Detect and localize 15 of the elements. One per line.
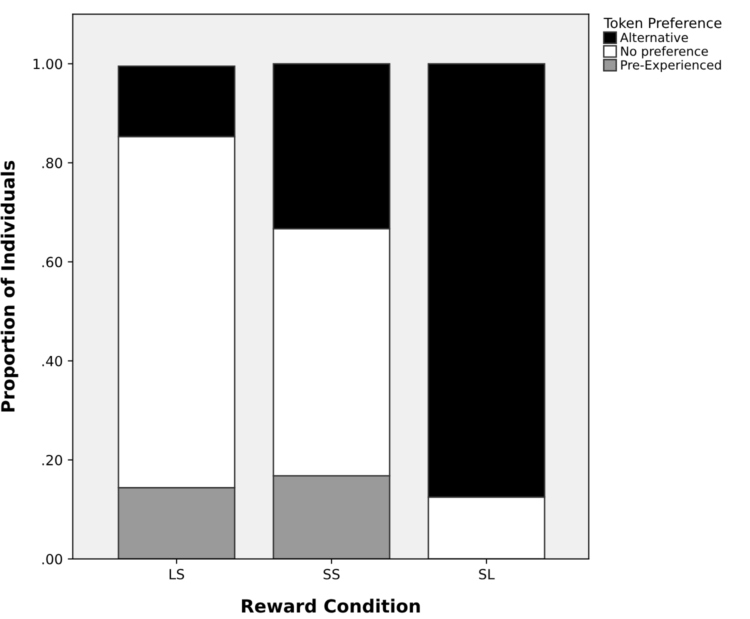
- y-tick-label: 1.00: [34, 58, 62, 70]
- x-tick-label: SL: [479, 568, 495, 580]
- y-tick-label: .60: [42, 256, 62, 268]
- y-tick-label: .80: [42, 158, 62, 168]
- legend-label: No preference: [621, 46, 708, 58]
- x-tick-label: LS: [170, 568, 184, 580]
- legend-title: Token Preference: [604, 17, 722, 28]
- y-tick-label: .20: [42, 454, 62, 466]
- legend-label: Alternative: [620, 32, 688, 42]
- x-axis-title: Reward Condition: [242, 598, 420, 613]
- y-tick-label: .40: [42, 356, 62, 366]
- y-tick-label: .00: [42, 554, 62, 564]
- y-axis-title: Proportion of Individuals: [0, 160, 18, 412]
- x-tick-label: SS: [324, 568, 340, 580]
- legend-label: Pre-Experienced: [621, 60, 721, 72]
